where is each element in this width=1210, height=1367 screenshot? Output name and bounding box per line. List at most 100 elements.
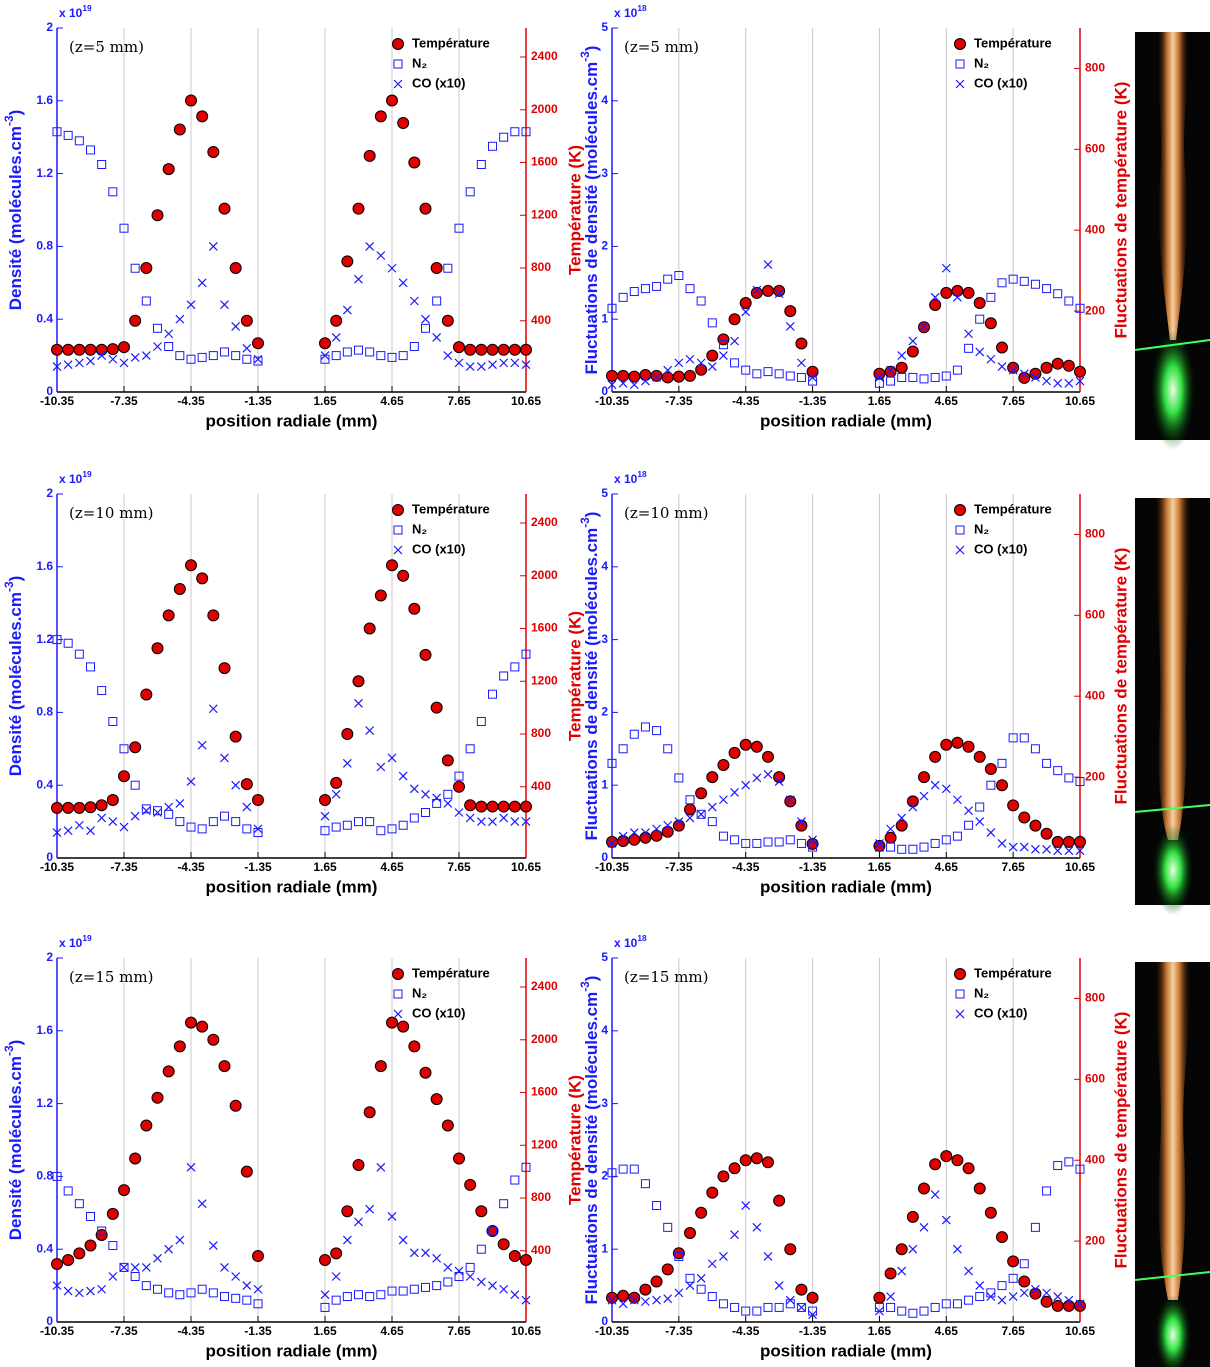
point — [1008, 274, 1018, 284]
point — [707, 802, 717, 812]
point — [984, 1206, 997, 1219]
point — [51, 343, 63, 356]
point — [443, 1262, 453, 1272]
point — [796, 838, 806, 848]
point — [964, 329, 973, 339]
point — [1042, 284, 1052, 294]
y-scale-label-part: 18 — [637, 3, 647, 13]
point — [685, 354, 695, 364]
point — [784, 1243, 797, 1256]
point — [409, 784, 419, 794]
point — [129, 741, 142, 754]
point — [685, 1281, 695, 1291]
point — [752, 838, 762, 848]
point — [118, 1184, 130, 1197]
y-axis-label-part: -3 — [578, 981, 592, 992]
point — [74, 649, 84, 659]
point — [1062, 835, 1075, 848]
point — [441, 314, 454, 327]
point — [363, 622, 376, 635]
point — [975, 314, 985, 324]
point — [773, 284, 786, 297]
point — [728, 313, 741, 326]
point — [607, 303, 617, 313]
point — [386, 559, 398, 572]
point — [106, 793, 119, 806]
point — [397, 1020, 410, 1033]
y-tick-label: 0.4 — [36, 1241, 53, 1255]
point — [606, 369, 618, 382]
point — [208, 704, 218, 714]
y2-tick-label: 800 — [1085, 991, 1105, 1005]
point — [141, 804, 151, 814]
point — [752, 285, 762, 295]
point — [750, 1152, 763, 1165]
point — [387, 1212, 397, 1221]
point — [606, 1291, 618, 1304]
point — [153, 808, 162, 817]
point — [454, 358, 464, 368]
point — [908, 844, 918, 854]
point — [108, 187, 118, 197]
point — [488, 360, 497, 370]
point — [774, 837, 784, 847]
point — [629, 1164, 639, 1174]
point — [773, 1194, 786, 1207]
legend-label: CO (x10) — [412, 541, 465, 556]
point — [510, 358, 520, 368]
point — [376, 826, 386, 836]
point — [639, 831, 652, 844]
x-tick-label: 1.65 — [868, 860, 892, 874]
point — [941, 263, 951, 273]
legend-label: CO (x10) — [412, 1005, 465, 1020]
point — [175, 1235, 185, 1245]
point — [342, 820, 352, 830]
y-tick-label: 0 — [601, 850, 608, 864]
point — [499, 1284, 509, 1294]
point — [97, 1226, 107, 1236]
x-tick-label: 4.65 — [380, 394, 404, 408]
y-axis-label-part: Fluctuations de densité (molécules.cm — [582, 528, 601, 841]
point — [421, 808, 430, 817]
point — [973, 297, 986, 310]
point — [242, 1295, 252, 1305]
y-tick-label: 2 — [601, 705, 608, 719]
point — [443, 1277, 453, 1287]
point — [930, 1190, 940, 1200]
point — [628, 1291, 641, 1304]
point — [97, 813, 107, 823]
point — [906, 1210, 919, 1223]
point — [409, 342, 419, 351]
point — [717, 758, 730, 771]
point — [97, 351, 107, 361]
point — [510, 1175, 520, 1185]
point — [119, 1262, 129, 1272]
y2-axis-label: Température (K) — [565, 1075, 584, 1205]
y-scale-label-part: 19 — [82, 3, 92, 13]
point — [342, 305, 352, 315]
point — [453, 1152, 465, 1165]
point — [74, 358, 84, 368]
legend-label: N₂ — [974, 55, 989, 70]
point — [352, 202, 365, 215]
x-tick-label: 1.65 — [313, 860, 337, 874]
point — [884, 1267, 897, 1280]
point — [606, 835, 618, 848]
point — [354, 698, 363, 708]
point — [640, 284, 650, 294]
x-tick-label: -1.35 — [799, 860, 827, 874]
point — [476, 362, 486, 371]
point — [629, 828, 639, 837]
point — [962, 286, 975, 299]
y-axis-label-part: ) — [6, 576, 25, 582]
point — [510, 127, 520, 137]
point — [520, 343, 532, 356]
legend-marker — [392, 38, 404, 50]
legend-marker — [393, 1009, 403, 1019]
point — [430, 1093, 443, 1106]
point — [1029, 367, 1042, 380]
point — [52, 1171, 62, 1181]
point — [186, 1162, 196, 1172]
point — [162, 163, 175, 176]
x-tick-label: 4.65 — [380, 1324, 404, 1338]
